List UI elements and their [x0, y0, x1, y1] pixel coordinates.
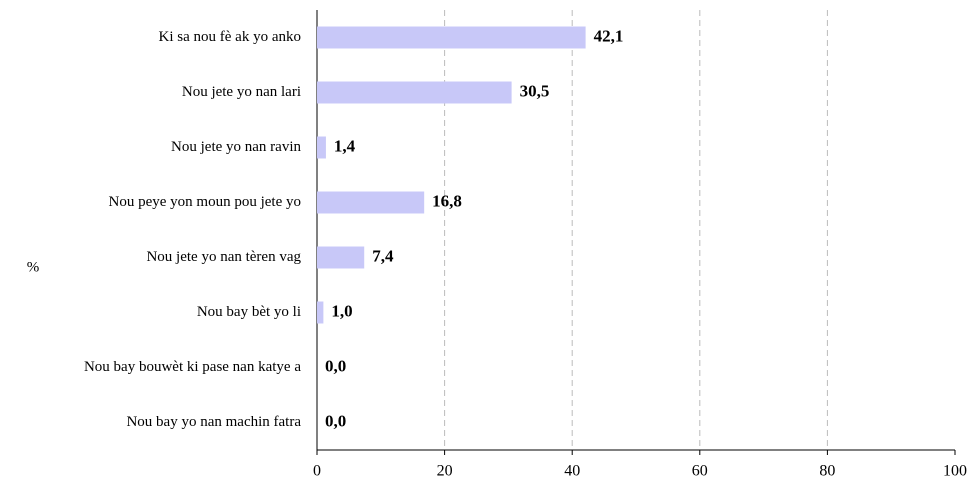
- bar: [317, 301, 324, 324]
- bar: [317, 26, 586, 49]
- data-label: 7,4: [372, 246, 394, 265]
- y-tick-label: Nou bay yo nan machin fatra: [126, 414, 301, 430]
- y-tick-label: Nou bay bèt yo li: [197, 304, 301, 320]
- y-tick-label: Ki sa nou fè ak yo anko: [159, 29, 301, 45]
- data-label: 30,5: [520, 81, 550, 100]
- data-label: 1,0: [331, 301, 352, 320]
- x-tick-label: 40: [564, 463, 580, 480]
- data-label: 0,0: [325, 356, 346, 375]
- x-tick-label: 80: [819, 463, 835, 480]
- bar: [317, 246, 365, 269]
- x-tick-label: 0: [313, 463, 321, 480]
- y-tick-label: Nou jete yo nan ravin: [171, 139, 301, 155]
- bar: [317, 136, 326, 159]
- data-label: 16,8: [432, 191, 462, 210]
- y-tick-label: Nou bay bouwèt ki pase nan katye a: [84, 359, 301, 375]
- x-tick-label: 20: [437, 463, 453, 480]
- data-label: 42,1: [594, 26, 624, 45]
- bar: [317, 191, 425, 214]
- data-label: 1,4: [334, 136, 356, 155]
- x-tick-label: 60: [692, 463, 708, 480]
- y-tick-label: Nou jete yo nan tèren vag: [146, 249, 301, 265]
- bar: [317, 81, 512, 104]
- y-tick-label: Nou jete yo nan lari: [182, 84, 301, 100]
- x-tick-label: 100: [943, 463, 967, 480]
- data-label: 0,0: [325, 411, 346, 430]
- axis-label: %: [27, 259, 40, 275]
- y-tick-label: Nou peye yon moun pou jete yo: [109, 194, 301, 210]
